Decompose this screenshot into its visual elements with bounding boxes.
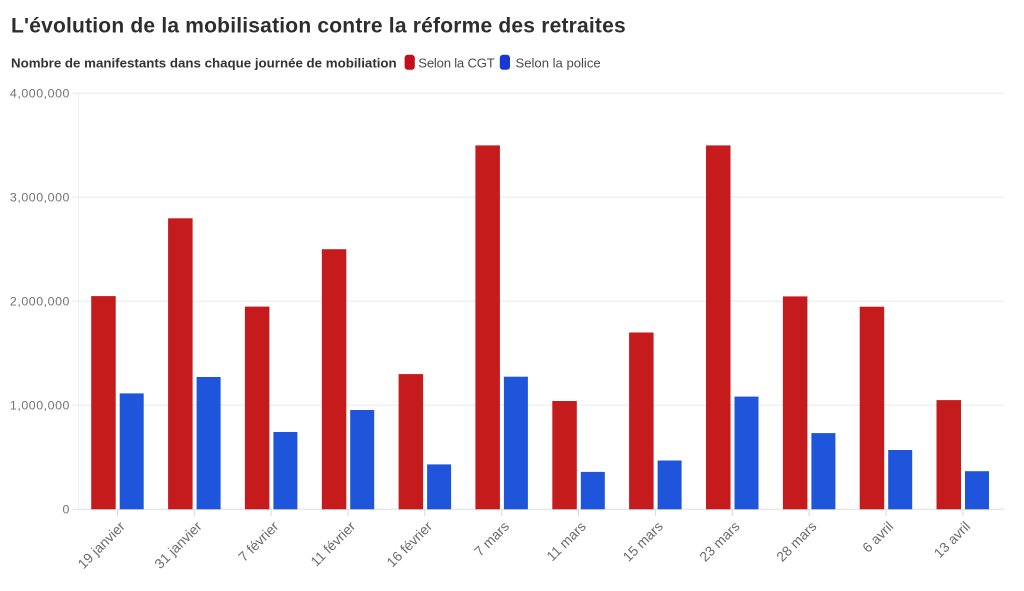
svg-text:1,000,000: 1,000,000 [10,398,70,412]
svg-text:L'évolution de la mobilisation: L'évolution de la mobilisation contre la… [11,14,626,37]
svg-text:2,000,000: 2,000,000 [10,294,70,308]
svg-text:3,000,000: 3,000,000 [10,190,70,204]
svg-text:0: 0 [63,502,70,516]
svg-text:Nombre de manifestants dans ch: Nombre de manifestants dans chaque journ… [11,55,397,70]
svg-text:Selon la CGT: Selon la CGT [418,55,494,70]
svg-text:4,000,000: 4,000,000 [10,86,70,100]
svg-text:Selon la police: Selon la police [516,55,601,70]
